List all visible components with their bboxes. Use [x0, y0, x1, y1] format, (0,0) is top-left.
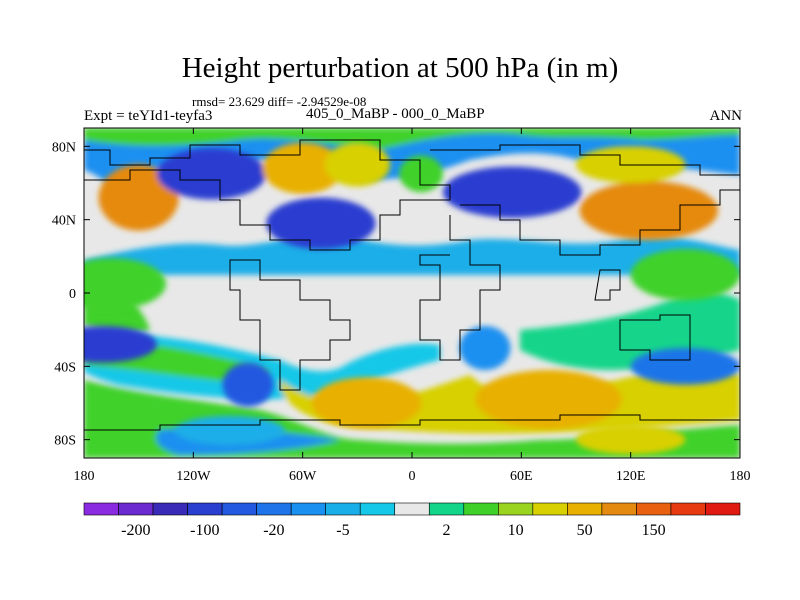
contour-blob [630, 348, 740, 385]
coastlines [84, 139, 740, 431]
experiment-label: Expt = teYId1-teyfa3 [84, 108, 213, 124]
colorbar-label: -100 [190, 522, 219, 539]
season-label: ANN [709, 108, 743, 124]
lon-tick-label: 180 [74, 469, 95, 484]
colorbar-swatch [636, 502, 672, 516]
colorbar-swatch [567, 502, 603, 516]
contour-blob [630, 248, 740, 301]
contour-blob [399, 155, 443, 193]
colorbar-label: -20 [263, 522, 284, 539]
colorbar-swatch [187, 502, 223, 516]
colorbar-label: -200 [121, 522, 150, 539]
lon-axis: 180 120W 60W 0 60E 120E 180 [74, 128, 751, 484]
contour-blob [579, 181, 719, 240]
contour-blob [156, 148, 267, 200]
lat-axis: 80N 40N 0 40S 80S [52, 140, 740, 449]
colorbar-swatch [532, 502, 568, 516]
lon-tick-label: 180 [730, 469, 751, 484]
contour-blob [98, 164, 179, 231]
colorbar-swatch [670, 502, 706, 516]
subtitle-label: 405_0_MaBP - 000_0_MaBP [306, 106, 485, 122]
contour-blob [459, 326, 511, 370]
contour-blob [175, 415, 285, 446]
colorbar-swatch [118, 502, 154, 516]
lon-tick-label: 120W [176, 469, 211, 484]
lon-tick-label: 0 [409, 469, 416, 484]
lon-tick-label: 120E [616, 469, 646, 484]
lat-tick-label: 80S [54, 434, 76, 449]
lon-tick-label: 60E [510, 469, 533, 484]
contour-blob [475, 370, 622, 429]
colorbar-swatch [152, 502, 188, 516]
lon-tick-label: 60W [289, 469, 317, 484]
contour-blob [442, 166, 582, 218]
colorbar-swatch [601, 502, 637, 516]
colorbar-label: 50 [577, 522, 593, 539]
colorbar-swatch [256, 502, 292, 516]
colorbar-swatch [428, 502, 465, 516]
colorbar-swatch [498, 502, 534, 516]
lat-tick-label: 40S [54, 360, 76, 375]
lat-tick-label: 0 [69, 287, 76, 302]
colorbar-label: 2 [443, 522, 451, 539]
contour-blob [266, 197, 376, 249]
colorbar-swatch [290, 502, 326, 516]
contour-blob [324, 142, 391, 187]
colorbar-swatch [359, 502, 396, 516]
colorbar-swatch [325, 502, 361, 516]
stats-label: rmsd= 23.629 diff= -2.94529e-08 [192, 94, 367, 109]
contour-blob [576, 425, 686, 455]
map-panel [84, 128, 740, 458]
colorbar-label: -5 [336, 522, 349, 539]
contour-blob [84, 258, 166, 310]
colorbar-swatch [705, 502, 741, 516]
lat-tick-label: 80N [52, 140, 76, 155]
colorbar-swatch [83, 502, 119, 516]
lat-tick-label: 40N [52, 214, 76, 229]
colorbar-swatch [221, 502, 257, 516]
contour-blob [222, 362, 274, 407]
colorbar-swatch [394, 502, 430, 516]
plot-title: Height perturbation at 500 hPa (in m) [181, 52, 619, 84]
colorbar: -200 -100 -20 -5 2 10 50 150 [83, 502, 741, 539]
contour-blob [311, 377, 422, 429]
colorbar-label: 10 [508, 522, 524, 539]
contour-blob [84, 326, 157, 363]
colorbar-label: 150 [642, 522, 666, 539]
colorbar-swatch [463, 502, 499, 516]
